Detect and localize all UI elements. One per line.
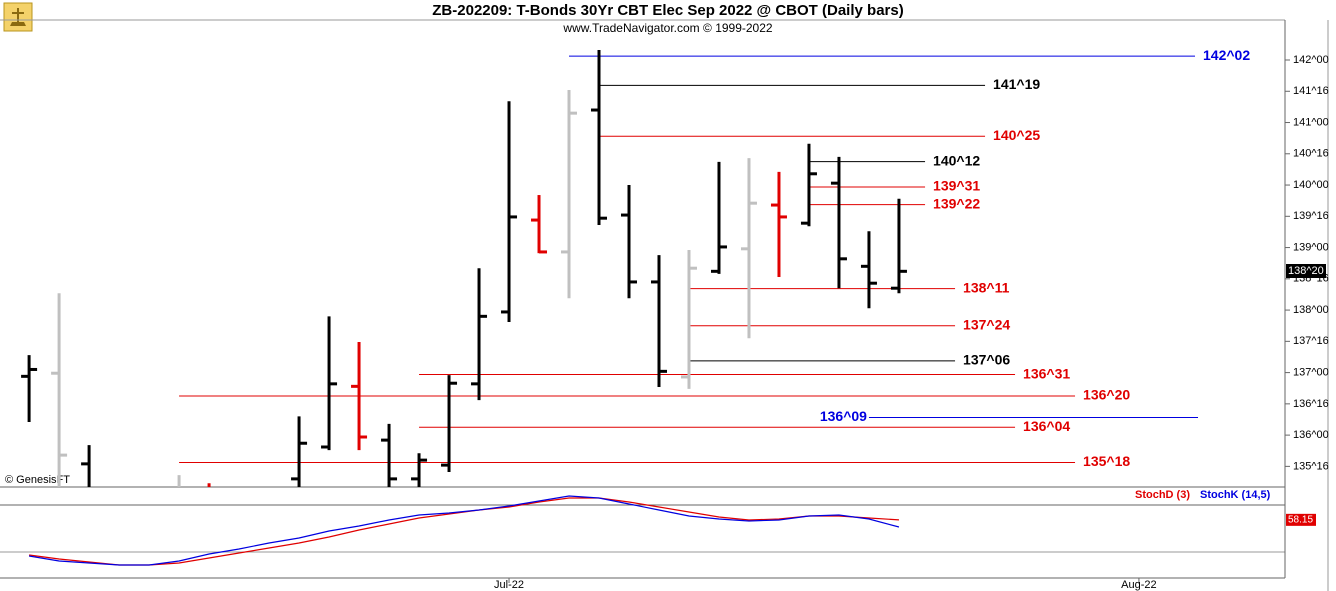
axes: 135^16 136^00 136^16 137^00 137^16 138^00 138^… [494, 54, 1329, 591]
level-label: 137^24 [963, 316, 1010, 332]
legend-entry: StochD (3) [1135, 489, 1190, 501]
watermark: © GenesisFT [5, 474, 70, 486]
x-tick-label: Jul-22 [494, 579, 524, 591]
level-label: 136^31 [1023, 365, 1070, 381]
level-label: 139^22 [933, 195, 980, 211]
y-tick-label: 140^00 [1293, 179, 1329, 191]
chart-title: ZB-202209: T-Bonds 30Yr CBT Elec Sep 202… [432, 2, 903, 19]
level-label: 142^02 [1203, 47, 1250, 63]
level-label: 138^11 [963, 279, 1010, 295]
y-tick-label: 141^00 [1293, 116, 1329, 128]
level-label: 136^04 [1023, 418, 1070, 434]
y-tick-label: 139^00 [1293, 241, 1329, 253]
y-tick-label: 136^00 [1293, 429, 1329, 441]
level-label: 141^19 [993, 76, 1040, 92]
level-label: 140^12 [933, 152, 980, 168]
last-value-box [1286, 513, 1316, 526]
level-label: 136^09 [820, 408, 867, 424]
y-tick-label: 140^16 [1293, 148, 1329, 160]
y-tick-label: 141^16 [1293, 85, 1329, 97]
y-tick-label: 137^16 [1293, 335, 1329, 347]
y-tick-label: 137^00 [1293, 367, 1329, 379]
y-tick-label: 135^16 [1293, 460, 1329, 472]
level-label: 139^31 [933, 178, 980, 194]
y-tick-label: 142^00 [1293, 54, 1329, 66]
level-label: 137^06 [963, 352, 1010, 368]
stoch-panel [28, 495, 900, 566]
last-price-label: 138^20 [1288, 265, 1324, 277]
level-label: 136^20 [1083, 387, 1130, 403]
last-value-label: 58.15 [1288, 514, 1313, 525]
last-price-box [1286, 264, 1326, 279]
y-tick-label: 139^16 [1293, 210, 1329, 222]
logo [3, 2, 33, 32]
stoch-line [28, 495, 900, 566]
y-tick-label: 138^00 [1293, 304, 1329, 316]
chart-subtitle: www.TradeNavigator.com © 1999-2022 [562, 21, 772, 35]
x-tick-label: Aug-22 [1121, 579, 1156, 591]
y-tick-label: 136^16 [1293, 398, 1329, 410]
level-label: 135^18 [1083, 453, 1130, 469]
legend-entry: StochK (14,5) [1200, 489, 1271, 501]
level-label: 140^25 [993, 127, 1040, 143]
